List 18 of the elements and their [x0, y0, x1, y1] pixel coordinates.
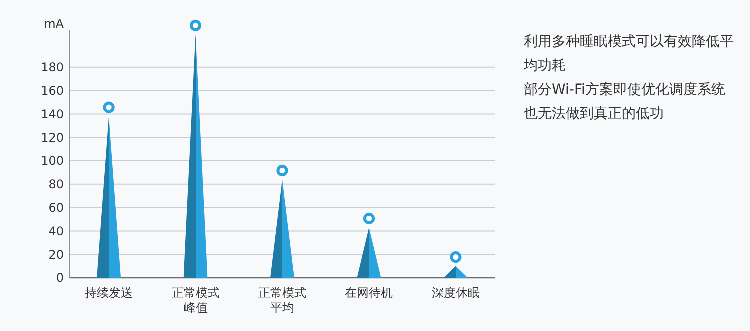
x-tick-label: 深度休眠: [432, 286, 480, 300]
x-tick-label: 正常模式峰值: [172, 286, 220, 315]
y-tick-label: 0: [56, 271, 64, 286]
y-tick-label: 160: [41, 84, 64, 98]
x-tick-label: 正常模式平均: [258, 286, 306, 315]
text: 利用多种睡眠模式可以有效降低平均功耗: [523, 34, 734, 74]
y-tick-label: 100: [41, 154, 64, 168]
y-tick-label: 40: [48, 224, 64, 238]
y-tick-label: 20: [48, 248, 64, 262]
y-tick-label: 80: [48, 178, 64, 192]
y-axis-title: mA: [44, 17, 65, 31]
text: 部分Wi-Fi方案即使优化调度系统也无法做到真正的低功: [524, 81, 726, 122]
y-tick-label: 120: [41, 130, 64, 145]
y-tick-label: 60: [48, 201, 64, 216]
x-tick-label: 在网待机: [345, 286, 394, 300]
y-tick-label: 180: [41, 60, 64, 75]
y-tick-label: 140: [41, 107, 64, 122]
x-tick-label: 持续发送: [85, 286, 134, 300]
